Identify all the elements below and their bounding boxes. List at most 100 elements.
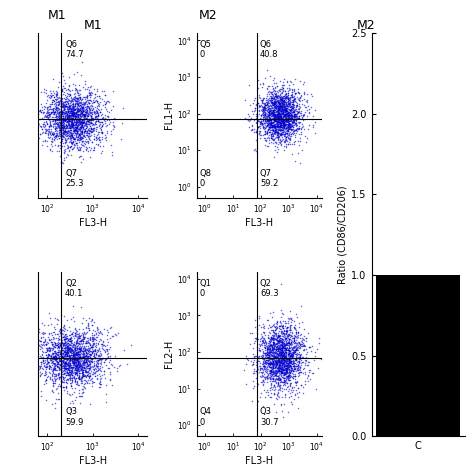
Point: [272, 90, 280, 98]
Point: [277, 356, 284, 364]
Point: [264, 119, 271, 127]
Point: [280, 104, 287, 111]
Point: [275, 345, 283, 353]
Point: [282, 106, 289, 114]
Point: [269, 119, 277, 127]
Point: [269, 109, 277, 117]
Point: [51, 109, 58, 117]
Point: [61, 84, 68, 92]
Point: [65, 351, 73, 359]
Point: [287, 117, 294, 124]
Point: [286, 362, 293, 370]
Point: [44, 132, 51, 139]
Point: [261, 362, 268, 370]
Point: [267, 98, 274, 105]
Point: [274, 388, 282, 395]
Point: [38, 392, 46, 399]
Point: [66, 143, 74, 151]
Point: [55, 364, 63, 372]
Point: [291, 119, 299, 127]
Point: [275, 323, 283, 330]
Point: [60, 355, 68, 362]
Point: [82, 367, 90, 374]
Point: [83, 362, 91, 370]
Point: [283, 328, 291, 336]
Point: [41, 111, 49, 118]
Point: [59, 109, 66, 117]
Point: [277, 362, 285, 369]
Point: [263, 121, 270, 128]
Point: [295, 355, 303, 362]
Point: [286, 122, 294, 130]
Point: [59, 103, 67, 110]
Point: [279, 130, 287, 138]
Point: [101, 119, 109, 127]
Point: [72, 350, 80, 357]
Point: [40, 380, 48, 387]
Point: [92, 350, 100, 358]
Point: [301, 368, 309, 376]
Point: [267, 107, 274, 115]
Point: [53, 120, 61, 128]
Point: [37, 123, 45, 130]
Point: [264, 82, 272, 90]
Point: [91, 143, 98, 151]
Point: [75, 114, 83, 122]
Point: [285, 119, 293, 127]
Point: [289, 104, 297, 112]
Point: [297, 128, 305, 136]
Point: [67, 370, 75, 377]
Point: [109, 333, 117, 340]
Point: [83, 106, 91, 113]
Point: [266, 374, 273, 381]
Point: [292, 355, 300, 363]
Point: [284, 334, 292, 342]
Point: [57, 121, 64, 129]
Point: [76, 362, 83, 369]
Point: [258, 121, 265, 128]
Point: [94, 141, 102, 149]
Point: [250, 146, 257, 154]
Point: [102, 91, 109, 99]
Point: [281, 345, 289, 352]
Point: [55, 353, 62, 360]
Point: [47, 131, 55, 138]
Point: [299, 339, 306, 346]
Point: [56, 115, 64, 122]
Point: [82, 127, 89, 134]
Point: [43, 86, 50, 94]
Point: [270, 338, 277, 346]
Point: [278, 358, 285, 366]
Point: [273, 79, 280, 86]
Point: [272, 353, 280, 360]
Point: [82, 352, 89, 360]
Point: [44, 129, 52, 137]
Point: [84, 342, 91, 349]
Point: [98, 363, 106, 371]
Point: [59, 85, 66, 92]
Point: [264, 117, 272, 124]
Point: [273, 356, 281, 364]
Point: [78, 95, 86, 103]
Point: [44, 111, 52, 119]
Point: [273, 110, 281, 118]
Point: [296, 355, 304, 363]
Point: [85, 361, 92, 368]
Point: [268, 344, 276, 351]
Point: [84, 353, 92, 361]
Point: [286, 352, 294, 360]
Point: [101, 357, 109, 365]
Point: [60, 120, 67, 128]
Point: [266, 377, 273, 385]
Point: [293, 346, 301, 354]
Point: [66, 143, 73, 150]
Point: [272, 100, 280, 107]
Point: [276, 119, 283, 127]
Point: [279, 350, 286, 357]
Point: [258, 369, 265, 377]
Point: [261, 351, 269, 359]
Point: [277, 328, 285, 336]
Point: [77, 99, 85, 106]
Point: [50, 119, 58, 127]
Point: [284, 94, 292, 101]
